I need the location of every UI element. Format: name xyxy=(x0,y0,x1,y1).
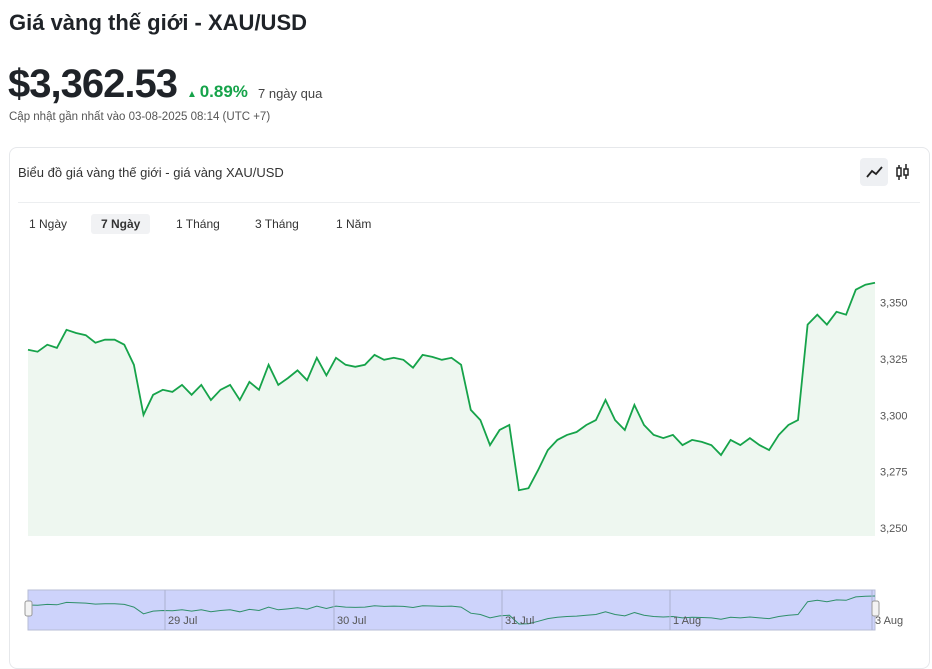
navigator-label: 3 Aug xyxy=(875,615,903,627)
navigator-label: 31 Jul xyxy=(505,615,534,627)
price: $3,362.53 xyxy=(8,62,178,106)
view-buttons[interactable] xyxy=(860,158,920,188)
y-tick-label: 3,250 xyxy=(880,523,908,535)
candle-view-button[interactable] xyxy=(896,164,909,180)
navigator-handle[interactable] xyxy=(24,600,33,617)
navigator-line xyxy=(27,595,876,625)
y-tick-label: 3,300 xyxy=(880,410,908,422)
range-tab[interactable]: 3 Tháng xyxy=(255,217,299,231)
navigator-frame xyxy=(27,589,876,631)
y-tick-label: 3,350 xyxy=(880,298,908,310)
page-title: Giá vàng thế giới - XAU/USD xyxy=(9,10,308,35)
price-line xyxy=(27,281,876,492)
range-tab[interactable]: 1 Năm xyxy=(336,217,372,231)
y-tick-label: 3,275 xyxy=(880,467,908,479)
navigator-label: 30 Jul xyxy=(337,615,366,627)
y-tick-label: 3,325 xyxy=(880,354,908,366)
change-value: 0.89% xyxy=(199,82,248,101)
card-title: Biểu đồ giá vàng thế giới - giá vàng XAU… xyxy=(18,165,284,180)
page: {"header": {"title": "Giá vàng thế giới … xyxy=(8,10,930,669)
range-tab[interactable]: 1 Tháng xyxy=(176,217,220,231)
navigator-label: 29 Jul xyxy=(168,615,197,627)
period: 7 ngày qua xyxy=(258,86,323,101)
area xyxy=(28,282,875,536)
change: ▲ 0.89% xyxy=(187,82,248,101)
range-tab[interactable]: 7 Ngày xyxy=(91,214,151,234)
chart: 3,250 3,275 3,300 3,325 3,350 29 Jul 30 Jul 31 … xyxy=(24,281,908,631)
divider xyxy=(18,202,920,203)
navigator-handle[interactable] xyxy=(871,600,880,617)
range-tab[interactable]: 1 Ngày xyxy=(29,217,68,231)
updated: Cập nhật gần nhất vào 03-08-2025 08:14 (… xyxy=(9,111,271,123)
navigator-label: 1 Aug xyxy=(673,615,701,627)
